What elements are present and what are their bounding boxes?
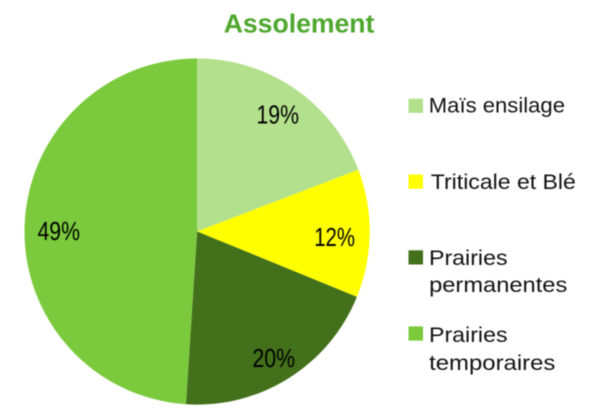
- svg-text:temporaires: temporaires: [429, 350, 555, 374]
- svg-text:19%: 19%: [257, 102, 299, 130]
- svg-text:permanentes: permanentes: [429, 273, 567, 297]
- svg-text:Prairies: Prairies: [429, 246, 508, 270]
- svg-text:Prairies: Prairies: [429, 323, 508, 347]
- svg-text:20%: 20%: [253, 345, 295, 373]
- svg-text:Triticale et Blé: Triticale et Blé: [431, 170, 576, 194]
- svg-text:Maïs ensilage: Maïs ensilage: [429, 93, 565, 118]
- svg-text:Assolement: Assolement: [224, 9, 375, 39]
- svg-text:49%: 49%: [38, 218, 80, 246]
- svg-text:12%: 12%: [314, 222, 355, 251]
